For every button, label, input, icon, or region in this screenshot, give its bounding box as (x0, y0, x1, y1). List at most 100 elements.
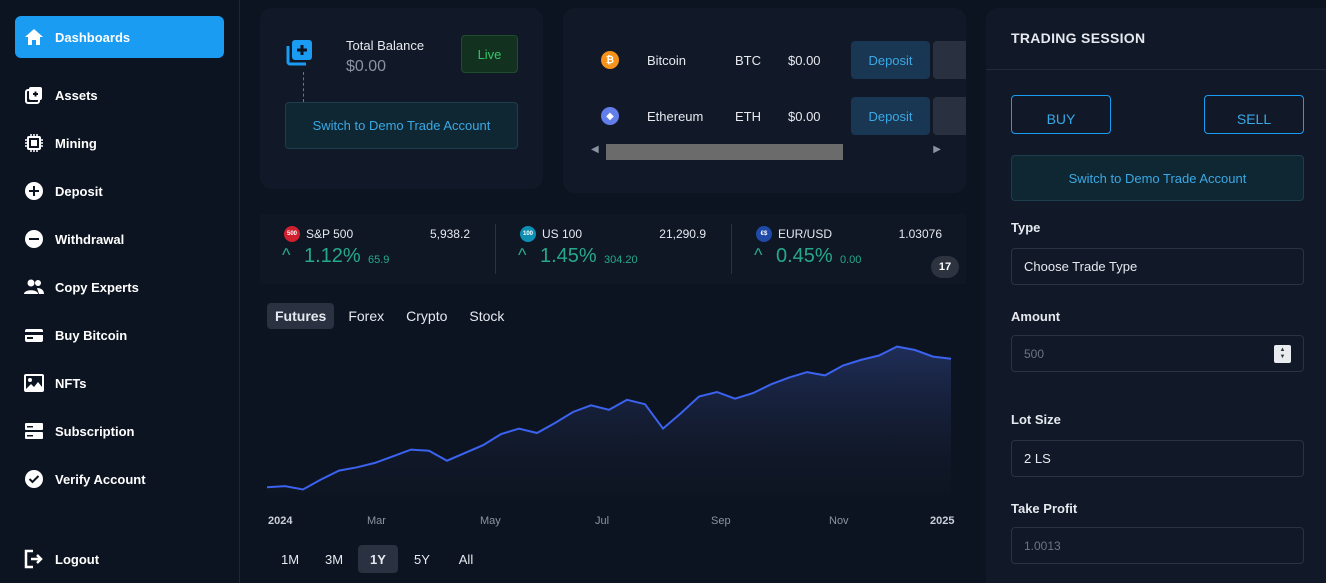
tab-stock[interactable]: Stock (469, 308, 505, 324)
eurusd-flag-icon: €$ (756, 226, 772, 242)
main-content: Total Balance $0.00 Live Switch to Demo … (241, 0, 976, 583)
sidebar-item-logout[interactable]: Logout (15, 538, 224, 580)
balance-label: Total Balance (346, 38, 425, 53)
ticker-name: S&P 500 (306, 227, 354, 241)
ticker-change: 65.9 (368, 254, 390, 266)
sidebar-item-dashboards[interactable]: Dashboards (15, 16, 224, 58)
ticker-percent: 1.45% (540, 245, 597, 267)
buy-button[interactable]: BUY (1011, 95, 1111, 134)
x-axis-label: Jul (595, 515, 610, 527)
sidebar-item-copy-experts[interactable]: Copy Experts (15, 266, 224, 308)
deposit-button[interactable]: Deposit (851, 41, 930, 79)
sidebar-item-label: Mining (55, 135, 97, 151)
range-1y[interactable]: 1Y (358, 545, 398, 573)
sidebar-item-label: NFTs (55, 375, 87, 391)
ticker-price: 1.03076 (898, 227, 942, 241)
sidebar: Dashboards Assets Mining Deposit Withdra… (0, 0, 240, 583)
coin-row-bitcoin: ₿ Bitcoin BTC $0.00 Deposit (563, 40, 966, 80)
coin-name: Bitcoin (647, 52, 687, 68)
bitcoin-icon: ₿ (601, 51, 619, 69)
range-selector: 1M 3M 1Y 5Y All (270, 545, 490, 573)
scroll-right-icon[interactable]: ▶ (933, 144, 941, 155)
balance-value: $0.00 (346, 58, 387, 75)
coin-value: $0.00 (788, 108, 821, 124)
range-3m[interactable]: 3M (324, 551, 344, 567)
number-stepper-icon[interactable]: ▲ ▼ (1274, 345, 1291, 363)
sidebar-item-label: Logout (55, 551, 100, 567)
ticker-price: 21,290.9 (659, 227, 706, 241)
range-1m[interactable]: 1M (280, 551, 300, 567)
x-axis-label: 2024 (268, 515, 293, 527)
sidebar-item-assets[interactable]: Assets (15, 74, 224, 116)
trade-type-select[interactable]: Choose Trade Type (1011, 248, 1304, 285)
tab-futures[interactable]: Futures (267, 303, 335, 329)
tab-crypto[interactable]: Crypto (406, 308, 448, 324)
take-profit-input[interactable]: 1.0013 (1011, 527, 1304, 564)
logout-icon (23, 548, 45, 570)
ticker-divider (495, 224, 496, 274)
up-arrow-icon: ^ (282, 245, 291, 265)
tab-forex[interactable]: Forex (348, 308, 385, 324)
switch-demo-button[interactable]: Switch to Demo Trade Account (285, 102, 518, 149)
assets-icon (23, 84, 45, 106)
switch-demo-button[interactable]: Switch to Demo Trade Account (1011, 155, 1304, 201)
ticker-us100[interactable]: 100 US 100 21,290.9 ^ 1.45% 304.20 (496, 214, 731, 284)
type-label: Type (1011, 220, 1041, 235)
image-icon (23, 372, 45, 394)
home-icon (23, 26, 45, 48)
ticker-tape: 500 S&P 500 5,938.2 ^ 1.12% 65.9 100 US … (260, 214, 966, 284)
ethereum-icon: ◆ (601, 107, 619, 125)
us100-badge-icon: 100 (520, 226, 536, 242)
range-5y[interactable]: 5Y (414, 551, 430, 567)
x-axis-label: Nov (829, 515, 849, 527)
chart-svg (266, 345, 952, 495)
sidebar-item-buy-bitcoin[interactable]: Buy Bitcoin (15, 314, 224, 356)
chart-area (267, 346, 951, 495)
tradingview-logo-icon[interactable]: 17 (931, 256, 959, 278)
coin-symbol: ETH (735, 108, 761, 124)
horizontal-scrollbar[interactable]: ◀ ▶ (591, 144, 941, 160)
take-profit-label: Take Profit (1011, 501, 1078, 516)
amount-input[interactable]: 500 ▲ ▼ (1011, 335, 1304, 372)
ticker-name: EUR/USD (778, 227, 833, 241)
lot-size-input[interactable]: 2 LS (1011, 440, 1304, 477)
ticker-sp500[interactable]: 500 S&P 500 5,938.2 ^ 1.12% 65.9 (260, 214, 495, 284)
card-icon (23, 324, 45, 346)
amount-placeholder: 500 (1024, 346, 1045, 361)
sidebar-item-withdrawal[interactable]: Withdrawal (15, 218, 224, 260)
range-all[interactable]: All (458, 551, 474, 567)
sidebar-item-subscription[interactable]: Subscription (15, 410, 224, 452)
ticker-percent: 1.12% (304, 245, 361, 267)
scrollbar-thumb[interactable] (606, 144, 843, 160)
price-chart[interactable] (266, 336, 959, 531)
deposit-button[interactable]: Deposit (851, 97, 930, 135)
divider (986, 69, 1326, 70)
trading-session-panel: TRADING SESSION BUY SELL Switch to Demo … (986, 8, 1326, 583)
sidebar-item-nfts[interactable]: NFTs (15, 362, 224, 404)
coin-row-ethereum: ◆ Ethereum ETH $0.00 Deposit (563, 96, 966, 136)
sidebar-item-label: Buy Bitcoin (55, 327, 128, 343)
ticker-change: 304.20 (604, 254, 638, 266)
lot-size-label: Lot Size (1011, 412, 1061, 427)
ticker-price: 5,938.2 (429, 227, 470, 241)
connector-line (303, 72, 304, 102)
sell-button[interactable]: SELL (1204, 95, 1304, 134)
chart-line (266, 345, 952, 491)
sidebar-item-label: Copy Experts (55, 279, 139, 295)
live-button[interactable]: Live (461, 35, 518, 73)
ticker-eurusd[interactable]: €$ EUR/USD 1.03076 ^ 0.45% 0.00 (732, 214, 967, 284)
chip-icon (23, 132, 45, 154)
scroll-left-icon[interactable]: ◀ (591, 144, 599, 155)
sidebar-item-verify-account[interactable]: Verify Account (15, 458, 224, 500)
check-circle-icon (23, 468, 45, 490)
withdraw-button[interactable] (933, 97, 966, 135)
coin-name: Ethereum (647, 108, 704, 124)
panel-title: TRADING SESSION (1011, 30, 1146, 46)
sidebar-item-deposit[interactable]: Deposit (15, 170, 224, 212)
ticker-divider (731, 224, 732, 274)
x-axis-label: 2025 (930, 515, 955, 527)
withdraw-button[interactable] (933, 41, 966, 79)
ticker-change: 0.00 (840, 254, 862, 266)
sidebar-item-mining[interactable]: Mining (15, 122, 224, 164)
plus-circle-icon (23, 180, 45, 202)
